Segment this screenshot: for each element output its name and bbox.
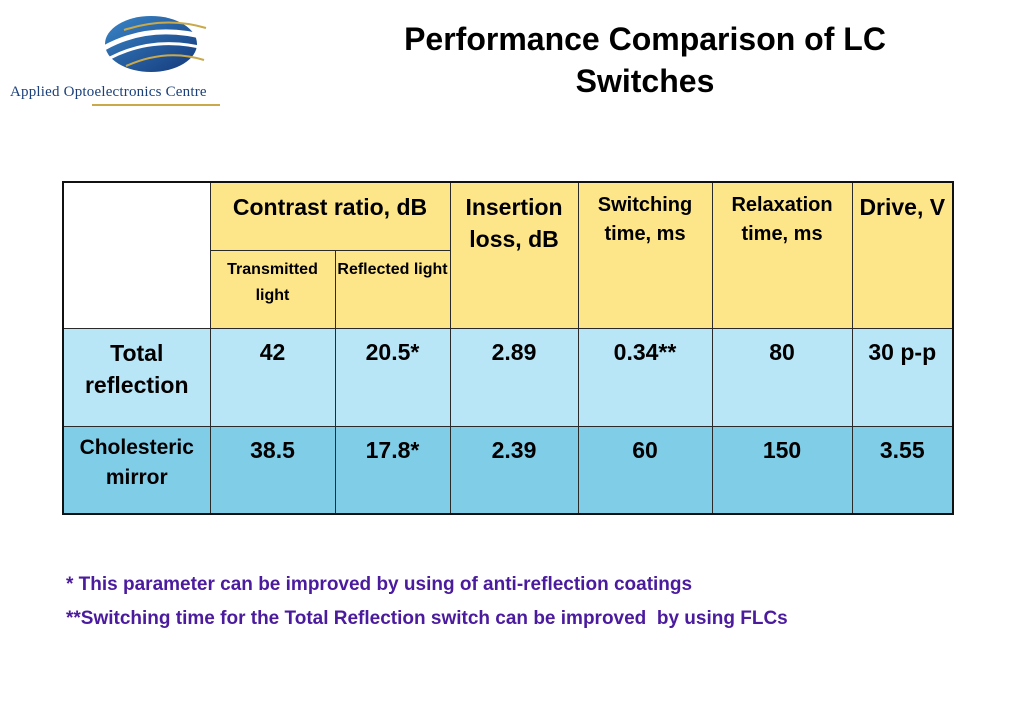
logo-divider [92, 104, 220, 106]
cell-switching-time: 0.34** [577, 327, 713, 427]
organization-name: Applied Optoelectronics Centre [10, 84, 207, 100]
header-switching-time: Switching time, ms [577, 181, 713, 329]
table-row: Total reflection 42 20.5* 2.89 0.34** 80… [62, 327, 954, 427]
header-reflected-light: Reflected light [334, 249, 451, 329]
cell-transmitted: 38.5 [209, 425, 336, 515]
row-label: Total reflection [62, 327, 211, 427]
header-transmitted-light: Transmitted light [209, 249, 336, 329]
slide-title: Performance Comparison of LC Switches [404, 21, 886, 99]
cell-switching-time: 60 [577, 425, 713, 515]
cell-insertion-loss: 2.39 [449, 425, 579, 515]
globe-logo-icon [102, 16, 213, 72]
cell-transmitted: 42 [209, 327, 336, 427]
comparison-table: Contrast ratio, dB Insertion loss, dB Sw… [62, 181, 955, 515]
header-relaxation-time: Relaxation time, ms [711, 181, 853, 329]
row-label: Cholesteric mirror [62, 425, 211, 515]
table-corner-cell [62, 181, 211, 329]
cell-relaxation-time: 80 [711, 327, 853, 427]
cell-drive: 3.55 [851, 425, 954, 515]
footnote-switching-time: **Switching time for the Total Reflectio… [66, 608, 788, 629]
header-contrast-ratio: Contrast ratio, dB [209, 181, 451, 251]
footnotes: * This parameter can be improved by usin… [66, 568, 966, 636]
cell-reflected: 17.8* [334, 425, 451, 515]
footnote-antireflection: * This parameter can be improved by usin… [66, 574, 693, 595]
cell-drive: 30 p-p [851, 327, 954, 427]
cell-relaxation-time: 150 [711, 425, 853, 515]
cell-reflected: 20.5* [334, 327, 451, 427]
cell-insertion-loss: 2.89 [449, 327, 579, 427]
table-row: Cholesteric mirror 38.5 17.8* 2.39 60 15… [62, 425, 954, 515]
header-insertion-loss: Insertion loss, dB [449, 181, 579, 329]
logo: Applied Optoelectronics Centre [8, 8, 288, 108]
header-drive: Drive, V [851, 181, 954, 329]
